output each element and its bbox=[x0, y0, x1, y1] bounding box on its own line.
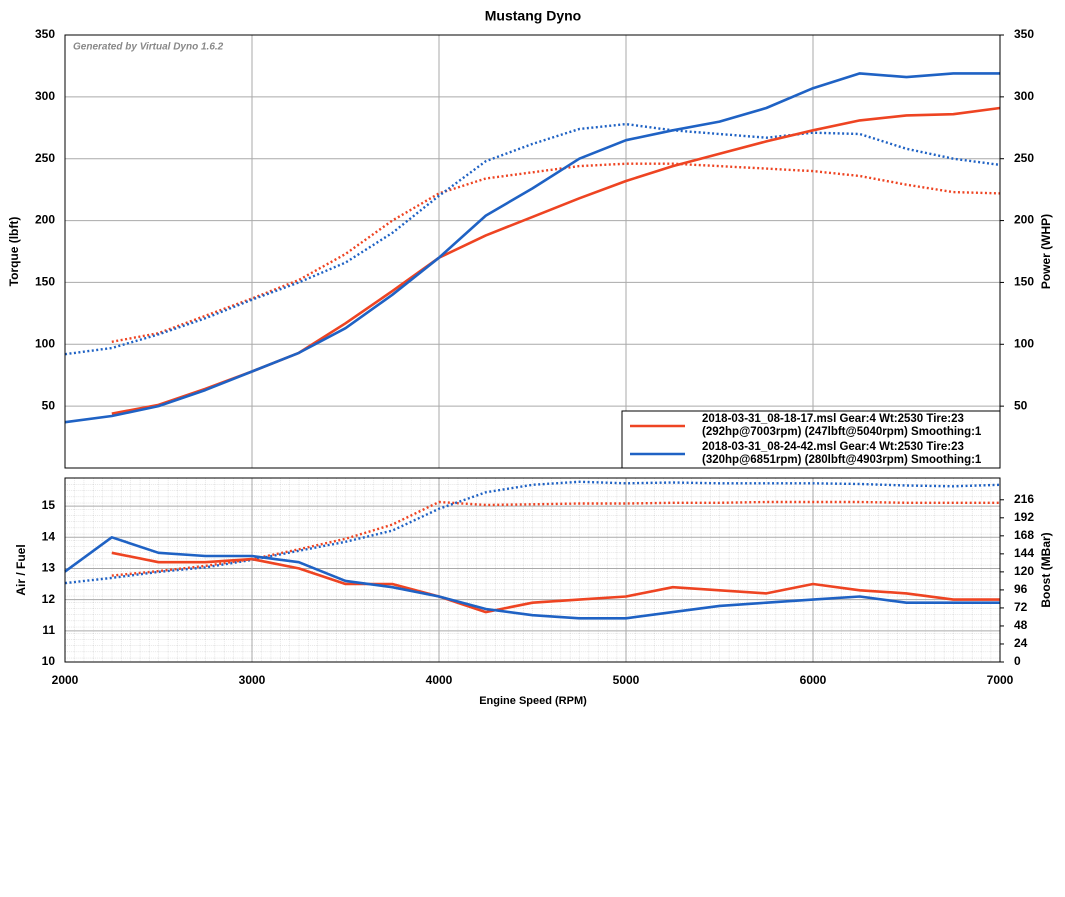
y-tick-label: 50 bbox=[42, 398, 56, 412]
y2-axis-title: Boost (MBar) bbox=[1039, 532, 1053, 607]
legend-label: 2018-03-31_08-24-42.msl Gear:4 Wt:2530 T… bbox=[702, 441, 964, 453]
x-tick-label: 6000 bbox=[800, 673, 827, 687]
y-tick-label: 250 bbox=[35, 151, 55, 165]
y2-tick-label: 50 bbox=[1014, 398, 1028, 412]
legend-label: (320hp@6851rpm) (280lbft@4903rpm) Smooth… bbox=[702, 454, 982, 466]
y2-tick-label: 120 bbox=[1014, 564, 1034, 578]
y-tick-label: 150 bbox=[35, 275, 55, 289]
y2-axis-title: Power (WHP) bbox=[1039, 214, 1053, 289]
data-line bbox=[64, 122, 1001, 356]
minor-grid bbox=[65, 478, 1000, 662]
data-line bbox=[64, 536, 1000, 620]
y-tick-label: 300 bbox=[35, 89, 55, 103]
x-tick-label: 4000 bbox=[426, 673, 453, 687]
y-tick-label: 12 bbox=[42, 592, 56, 606]
y2-tick-label: 200 bbox=[1014, 213, 1034, 227]
plot-frame bbox=[64, 477, 1001, 663]
data-line bbox=[111, 551, 1000, 614]
y2-tick-label: 72 bbox=[1014, 600, 1028, 614]
y-axis-title: Torque (lbft) bbox=[7, 217, 21, 287]
legend-box bbox=[621, 410, 1001, 469]
y2-tick-label: 150 bbox=[1014, 275, 1034, 289]
x-tick-label: 3000 bbox=[239, 673, 266, 687]
y2-tick-label: 24 bbox=[1014, 636, 1028, 650]
y-tick-label: 14 bbox=[42, 529, 56, 543]
y2-tick-label: 100 bbox=[1014, 336, 1034, 350]
y2-tick-label: 48 bbox=[1014, 618, 1028, 632]
annotation: Generated by Virtual Dyno 1.6.2 bbox=[73, 42, 224, 53]
y2-tick-label: 250 bbox=[1014, 151, 1034, 165]
y2-tick-label: 144 bbox=[1014, 546, 1034, 560]
y2-tick-label: 96 bbox=[1014, 582, 1028, 596]
y2-tick-label: 192 bbox=[1014, 510, 1034, 524]
data-line bbox=[64, 480, 1001, 585]
y-tick-label: 11 bbox=[42, 623, 55, 637]
x-tick-label: 2000 bbox=[52, 673, 79, 687]
y-tick-label: 10 bbox=[42, 654, 56, 668]
data-line bbox=[64, 72, 1000, 424]
y2-tick-label: 350 bbox=[1014, 27, 1034, 41]
data-line bbox=[111, 162, 1001, 343]
y2-tick-label: 216 bbox=[1014, 492, 1034, 506]
y-tick-label: 100 bbox=[35, 336, 55, 350]
y-tick-label: 15 bbox=[42, 498, 56, 512]
y-tick-label: 200 bbox=[35, 213, 55, 227]
x-tick-label: 7000 bbox=[987, 673, 1014, 687]
y-tick-label: 350 bbox=[35, 27, 55, 41]
legend-label: 2018-03-31_08-18-17.msl Gear:4 Wt:2530 T… bbox=[702, 413, 964, 425]
y2-tick-label: 0 bbox=[1014, 654, 1021, 668]
y-tick-label: 13 bbox=[42, 561, 56, 575]
data-line bbox=[111, 106, 1001, 415]
legend-label: (292hp@7003rpm) (247lbft@5040rpm) Smooth… bbox=[702, 426, 982, 438]
x-tick-label: 5000 bbox=[613, 673, 640, 687]
y2-tick-label: 300 bbox=[1014, 89, 1034, 103]
chart-title: Mustang Dyno bbox=[485, 8, 581, 24]
y2-tick-label: 168 bbox=[1014, 528, 1034, 542]
x-axis-title: Engine Speed (RPM) bbox=[479, 695, 587, 707]
y-axis-title: Air / Fuel bbox=[14, 544, 28, 595]
plot-frame bbox=[64, 34, 1001, 469]
